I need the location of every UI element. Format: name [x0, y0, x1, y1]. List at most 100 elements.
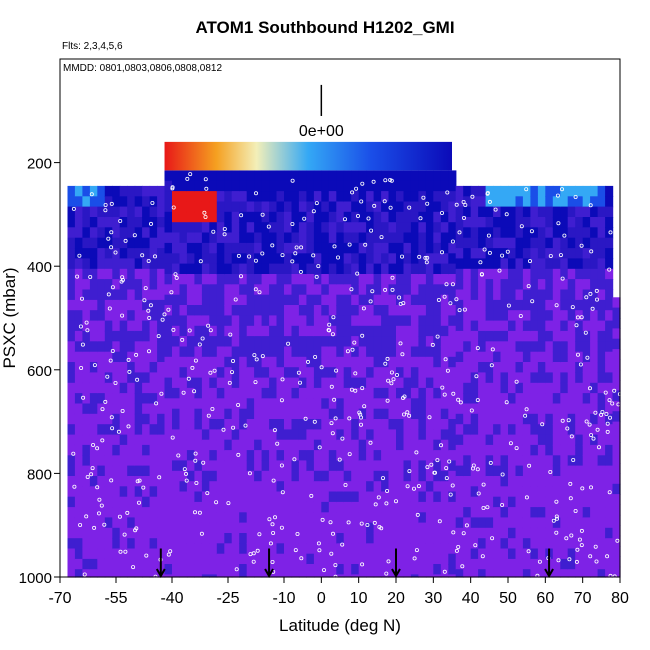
heatmap-cell: [388, 439, 397, 451]
heatmap-cell: [336, 377, 345, 389]
heatmap-cell: [179, 450, 188, 462]
heatmap-cell: [172, 491, 181, 503]
heatmap-cell: [306, 242, 315, 254]
heatmap-cell: [605, 465, 614, 477]
heatmap-cell: [522, 558, 531, 570]
heatmap-cell: [119, 217, 128, 228]
heatmap-cell: [224, 170, 233, 182]
heatmap-cell: [500, 196, 509, 208]
heatmap-cell: [418, 543, 427, 555]
heatmap-cell: [560, 372, 569, 384]
heatmap-cell: [530, 393, 539, 405]
heatmap-cell: [104, 393, 113, 405]
heatmap-cell: [567, 558, 576, 570]
heatmap-cell: [224, 533, 233, 544]
heatmap-cell: [552, 455, 561, 467]
sample-point: [92, 363, 97, 368]
heatmap-cell: [216, 543, 225, 555]
heatmap-cell: [545, 507, 554, 519]
heatmap-cell: [470, 434, 479, 446]
heatmap-cell: [261, 408, 270, 420]
heatmap-cell: [261, 325, 270, 337]
heatmap-cell: [455, 196, 464, 208]
heatmap-cell: [224, 491, 233, 503]
sample-point: [436, 297, 441, 302]
heatmap-cell: [515, 279, 524, 291]
heatmap-cell: [388, 336, 397, 348]
heatmap-cell: [560, 310, 569, 322]
heatmap-cell: [254, 512, 263, 524]
heatmap-cell: [448, 450, 457, 462]
heatmap-cell: [425, 336, 434, 348]
sample-point: [487, 250, 492, 255]
heatmap-cell: [127, 444, 136, 456]
heatmap-cell: [463, 320, 472, 332]
heatmap-cell: [455, 320, 464, 332]
heatmap-cell: [470, 362, 479, 373]
heatmap-cell: [500, 496, 509, 508]
heatmap-cell: [127, 372, 136, 384]
heatmap-cell: [425, 419, 434, 430]
heatmap-cell: [224, 574, 233, 578]
sample-point: [78, 324, 83, 329]
heatmap-cell: [89, 413, 98, 425]
heatmap-cell: [418, 325, 427, 337]
sample-point: [103, 202, 108, 207]
plot-frame: [59, 58, 621, 578]
heatmap-cell: [545, 310, 554, 322]
heatmap-cell: [552, 341, 561, 353]
heatmap-cell: [209, 284, 218, 296]
heatmap-cell: [284, 522, 293, 534]
heatmap-cell: [575, 320, 584, 332]
heatmap-cell: [74, 237, 83, 249]
heatmap-cell: [455, 403, 464, 415]
heatmap-cell: [179, 346, 188, 358]
heatmap-cell: [433, 346, 442, 358]
heatmap-cell: [179, 522, 188, 534]
heatmap-cell: [418, 439, 427, 451]
sample-point: [71, 451, 76, 456]
heatmap-cell: [216, 242, 225, 254]
heatmap-cell: [157, 320, 166, 332]
sample-point: [314, 274, 319, 279]
heatmap-cell: [336, 491, 345, 503]
heatmap-cell: [201, 315, 210, 327]
heatmap-cell: [358, 336, 367, 348]
heatmap-cell: [269, 501, 278, 513]
sample-point: [608, 415, 613, 420]
heatmap-cell: [552, 393, 561, 405]
heatmap-cell: [239, 367, 248, 379]
heatmap-cell: [567, 548, 576, 560]
sample-point: [299, 245, 304, 250]
heatmap-cell: [582, 351, 591, 363]
heatmap-cell: [134, 351, 143, 363]
heatmap-cell: [179, 398, 188, 410]
heatmap-cell: [82, 393, 91, 405]
heatmap-cell: [545, 362, 554, 373]
heatmap-cell: [254, 284, 263, 296]
sample-point: [504, 212, 509, 217]
heatmap-cell: [537, 496, 546, 508]
heatmap-cell: [179, 543, 188, 555]
heatmap-cell: [82, 310, 91, 322]
heatmap-cell: [201, 274, 210, 285]
sample-point: [120, 313, 125, 318]
heatmap-cell: [440, 367, 449, 379]
heatmap-cell: [455, 496, 464, 508]
heatmap-cell: [530, 455, 539, 467]
heatmap-cell: [127, 507, 136, 519]
heatmap-cell: [567, 310, 576, 322]
sample-point: [585, 355, 590, 360]
sample-point: [359, 521, 364, 526]
heatmap-cell: [216, 180, 225, 192]
heatmap-cell: [291, 512, 300, 524]
heatmap-cell: [82, 517, 91, 529]
heatmap-cell: [582, 310, 591, 322]
heatmap-cell: [515, 507, 524, 519]
heatmap-cell: [291, 367, 300, 379]
heatmap-cell: [149, 289, 158, 301]
heatmap-cell: [500, 434, 509, 446]
sample-point: [478, 260, 483, 265]
sample-point: [312, 419, 317, 424]
heatmap-cell: [239, 408, 248, 420]
